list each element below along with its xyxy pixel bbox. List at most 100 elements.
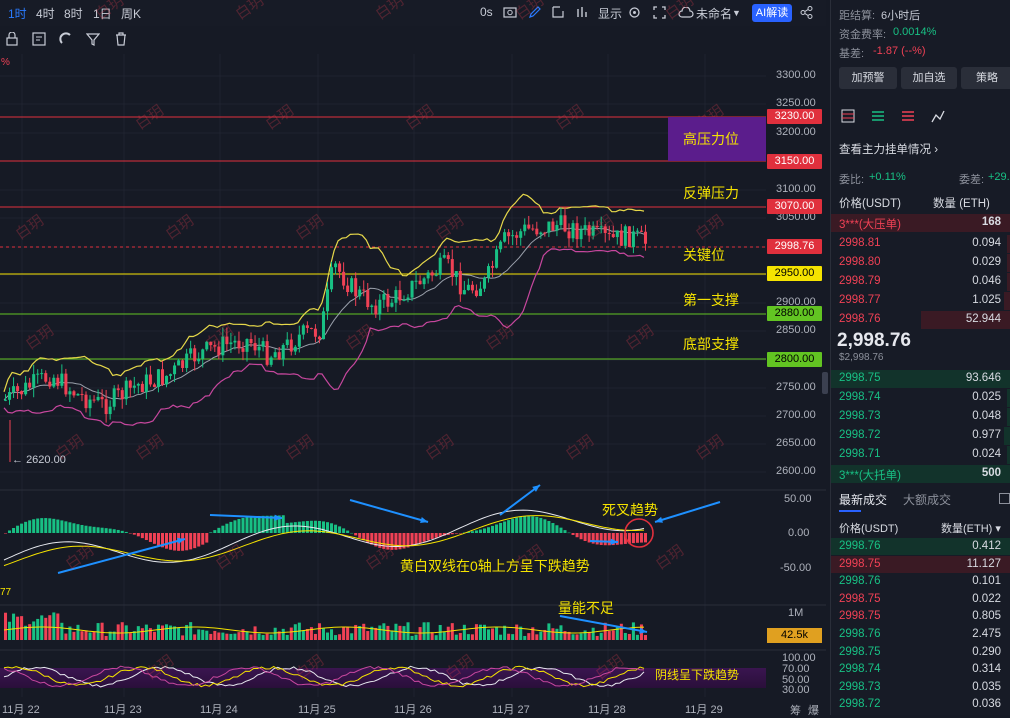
big-ask-row[interactable]: 3***(大压单) 168 — [831, 214, 1010, 232]
tab-large-trades[interactable]: 大额成交 — [903, 493, 952, 507]
book-link[interactable]: 查看主力挂单情况 › — [839, 144, 939, 156]
volume-bar — [269, 634, 273, 640]
volume-bar — [64, 633, 68, 640]
magnet-icon[interactable] — [59, 32, 73, 46]
volume-bar — [434, 635, 438, 640]
camera-icon[interactable] — [503, 6, 517, 18]
lock-icon[interactable] — [5, 32, 19, 46]
filter-icon[interactable] — [86, 32, 100, 46]
bid-row[interactable]: 2998.71 0.024 — [831, 446, 1010, 464]
settings-icon[interactable] — [628, 6, 641, 19]
candle-body — [631, 231, 635, 248]
candle-body — [193, 348, 197, 362]
chart-type-icon[interactable] — [576, 5, 590, 19]
trade-row: 2998.76 0.412 — [831, 538, 1010, 556]
candle-body — [148, 374, 152, 385]
bid-qty: 0.977 — [972, 429, 1001, 441]
interval-seconds[interactable]: 0s — [480, 5, 493, 19]
volume-bar — [462, 624, 466, 640]
timeframe-4h[interactable]: 4时 — [36, 7, 55, 21]
timeframe-1w[interactable]: 周K — [121, 7, 142, 21]
ask-row[interactable]: 2998.76 52.944 — [831, 311, 1010, 329]
book-bids-icon[interactable] — [871, 109, 885, 123]
bid-row[interactable]: 2998.72 0.977 — [831, 427, 1010, 445]
ai-analysis-button[interactable]: AI解读 — [752, 4, 792, 22]
bid-row[interactable]: 2998.73 0.048 — [831, 408, 1010, 426]
ask-row[interactable]: 2998.81 0.094 — [831, 235, 1010, 253]
fullscreen-icon[interactable] — [653, 6, 666, 19]
layout-name[interactable]: 未命名 — [696, 7, 733, 21]
candle-body — [76, 393, 80, 396]
kdj-axis-100: 100.00 — [782, 652, 816, 664]
price-tick: 2650.00 — [776, 437, 816, 449]
volume-ma-line — [3, 626, 645, 634]
volume-bar — [567, 631, 571, 640]
panel-collapse-handle[interactable] — [822, 372, 828, 394]
timeframe-1h[interactable]: 1时 — [8, 7, 27, 21]
volume-bar — [587, 632, 591, 640]
chevron-down-icon[interactable]: ▼ — [732, 8, 741, 18]
volume-bar — [607, 631, 611, 640]
candle-body — [474, 290, 478, 296]
big-bid-row[interactable]: 3***(大托单) 500 — [831, 465, 1010, 483]
book-both-icon[interactable] — [841, 109, 855, 123]
candle-body — [370, 305, 374, 308]
candle-body — [619, 230, 623, 246]
frame-icon[interactable] — [551, 5, 565, 19]
ask-row[interactable]: 2998.77 1.025 — [831, 292, 1010, 310]
timeframe-8h[interactable]: 8时 — [64, 7, 83, 21]
book-price-header: 价格(USDT) — [839, 198, 901, 210]
volume-bar — [136, 626, 140, 640]
volume-bar — [623, 632, 627, 640]
display-menu[interactable]: 显示 — [598, 7, 623, 21]
trash-icon[interactable] — [114, 32, 128, 46]
big-ask-qty: 168 — [981, 216, 1001, 228]
ask-row[interactable]: 2998.80 0.029 — [831, 254, 1010, 272]
candle-body — [104, 399, 108, 415]
kdj-zone — [0, 668, 766, 688]
kdj-line — [3, 665, 645, 688]
filter-checkbox[interactable] — [999, 493, 1010, 504]
timeframe-1d[interactable]: 1日 — [93, 7, 112, 21]
watermark-text: 白玥 — [652, 541, 687, 573]
bid-row[interactable]: 2998.75 93.646 — [831, 370, 1010, 388]
pen-icon[interactable] — [528, 5, 542, 19]
macd-bar — [68, 522, 72, 533]
price-tick: 2900.00 — [776, 296, 816, 308]
price-tick: 3200.00 — [776, 126, 816, 138]
book-depth-icon[interactable] — [931, 109, 945, 123]
ask-row[interactable]: 2998.79 0.046 — [831, 273, 1010, 291]
trade-qty: 0.290 — [972, 645, 1001, 658]
trend-arrow — [209, 514, 283, 519]
add-alert-button[interactable]: 加预警 — [839, 67, 897, 89]
volume-bar — [503, 625, 507, 640]
candle-body — [547, 221, 551, 233]
strategy-button[interactable]: 策略 — [961, 67, 1010, 89]
note-icon[interactable] — [32, 32, 46, 46]
candle-body — [418, 280, 422, 285]
volume-bar — [430, 632, 434, 640]
macd-bar — [358, 533, 362, 538]
chips-button[interactable]: 筹 — [790, 705, 801, 717]
liquidation-button[interactable]: 爆 — [808, 705, 819, 717]
big-ask-label: 3***(大压单) — [839, 219, 901, 231]
candle-body — [229, 342, 233, 345]
share-icon[interactable] — [800, 6, 813, 19]
trade-qty-header[interactable]: 数量(ETH) ▾ — [941, 523, 1001, 535]
date-tick: 11月 27 — [492, 704, 530, 716]
trade-qty: 0.805 — [972, 610, 1001, 623]
tab-latest-trades[interactable]: 最新成交 — [839, 493, 888, 507]
arrow-head — [639, 627, 647, 634]
volume-bar — [32, 621, 36, 640]
volume-bar — [165, 624, 169, 640]
trade-row: 2998.74 0.314 — [831, 661, 1010, 679]
add-watchlist-button[interactable]: 加自选 — [901, 67, 957, 89]
macd-bar — [511, 518, 515, 533]
volume-bar — [555, 628, 559, 640]
bid-row[interactable]: 2998.74 0.025 — [831, 389, 1010, 407]
candle-body — [583, 225, 587, 230]
book-asks-icon[interactable] — [901, 109, 915, 123]
macd-bar — [8, 530, 12, 533]
macd-bar — [156, 533, 160, 546]
